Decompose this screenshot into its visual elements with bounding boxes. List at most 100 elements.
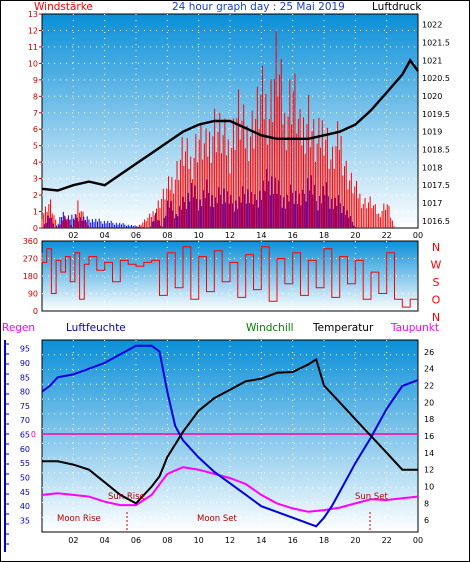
rain-scale-ticks	[5, 343, 9, 545]
wind-axis-label: Windstärke	[34, 1, 93, 13]
wind-x-tick-label: 16	[288, 231, 298, 240]
humidity-y-tick-label: 65	[20, 431, 30, 440]
legend-temperatur: Temperatur	[312, 322, 374, 334]
humidity-x-tick-label: 18	[319, 536, 329, 545]
pressure-y-tick-label: 1018.5	[422, 146, 450, 155]
humidity-temperature-panel: 0 Moon Rise Moon Set Sun Rise Sun Set 35…	[20, 339, 434, 545]
temperature-y-tick-label: 22	[424, 381, 434, 390]
temperature-line	[42, 357, 418, 505]
pressure-axis-label: Luftdruck	[372, 1, 422, 13]
wind-direction-y-axis: 0 90 180 270 360	[23, 237, 38, 316]
moon-rise-label: Moon Rise	[57, 514, 101, 524]
dewpoint-line	[41, 466, 419, 513]
pressure-y-tick-label: 1017.5	[422, 181, 450, 190]
humidity-y-tick-label: 35	[20, 517, 30, 526]
humidity-temperature-grid	[42, 340, 418, 532]
wind-y-tick-label: 6	[33, 125, 38, 134]
humidity-y-tick-label: 70	[20, 416, 30, 425]
pressure-y-tick-label: 1020.5	[422, 74, 450, 83]
humidity-y-tick-label: 85	[20, 373, 30, 382]
humidity-x-tick-label: 22	[382, 536, 392, 545]
temperature-y-tick-label: 10	[424, 483, 434, 492]
wind-x-tick-label: 06	[131, 231, 141, 240]
direction-y-tick-label: 90	[28, 290, 38, 299]
compass-label: O	[432, 294, 441, 307]
humidity-y-tick-label: 75	[20, 402, 30, 411]
moon-set-label: Moon Set	[197, 514, 237, 524]
direction-y-tick-label: 0	[33, 307, 38, 316]
humidity-x-tick-label: 14	[256, 536, 266, 545]
wind-y-tick-label: 0	[33, 224, 38, 233]
direction-y-tick-label: 360	[23, 237, 38, 246]
gust-bars	[44, 169, 357, 228]
temperature-y-tick-label: 8	[424, 499, 429, 508]
wind-x-axis: 02 04 06 08 10 12 14 16 18 20 22 00	[68, 231, 423, 240]
wind-y-tick-label: 1	[33, 208, 38, 217]
temperature-y-axis: 6 8 10 12 14 16 18 20 22 24 26	[424, 348, 434, 525]
pressure-y-axis: 1016.5 1017 1017.5 1018 1018.5 1019 1019.5 1020…	[422, 21, 450, 226]
wind-y-tick-label: 11	[28, 43, 38, 52]
humidity-x-tick-label: 16	[288, 536, 298, 545]
legend-luftfeuchte: Luftfeuchte	[66, 322, 126, 334]
temperature-y-tick-label: 18	[424, 415, 434, 424]
wind-x-tick-label: 14	[256, 231, 266, 240]
legend-taupunkt: Taupunkt	[390, 322, 439, 334]
pressure-y-tick-label: 1022	[422, 21, 442, 30]
humidity-x-axis: 02 04 06 08 10 12 14 16 18 20 22 00	[68, 536, 423, 545]
pressure-y-tick-label: 1019.5	[422, 110, 450, 119]
wind-x-tick-label: 20	[350, 231, 360, 240]
humidity-x-tick-label: 08	[162, 536, 172, 545]
pressure-y-tick-label: 1019	[422, 128, 442, 137]
wind-y-tick-label: 2	[33, 191, 38, 200]
direction-y-tick-label: 270	[23, 255, 38, 264]
temperature-y-tick-label: 12	[424, 466, 434, 475]
pressure-y-tick-label: 1020	[422, 92, 442, 101]
compass-label: S	[433, 276, 440, 289]
wind-y-tick-label: 10	[28, 59, 38, 68]
compass-label: N	[432, 311, 440, 324]
temperature-y-tick-label: 26	[424, 348, 434, 357]
wind-x-tick-label: 22	[382, 231, 392, 240]
humidity-line	[41, 344, 419, 528]
temperature-y-tick-label: 14	[424, 449, 434, 458]
wind-y-tick-label: 8	[33, 92, 38, 101]
pressure-y-tick-label: 1016.5	[422, 217, 450, 226]
humidity-x-tick-label: 00	[413, 536, 423, 545]
humidity-x-tick-label: 02	[68, 536, 78, 545]
pressure-y-tick-label: 1021	[422, 56, 442, 65]
humidity-x-tick-label: 04	[100, 536, 110, 545]
compass-label: W	[431, 259, 442, 272]
wind-x-tick-label: 04	[100, 231, 110, 240]
wind-direction-line	[41, 246, 418, 308]
wind-x-tick-label: 02	[68, 231, 78, 240]
humidity-x-tick-label: 10	[194, 536, 204, 545]
pressure-line	[41, 58, 419, 192]
humidity-x-tick-label: 12	[225, 536, 235, 545]
wind-x-tick-label: 08	[162, 231, 172, 240]
legend-windchill: Windchill	[246, 322, 294, 334]
legend-regen: Regen	[2, 322, 35, 334]
humidity-x-tick-label: 20	[350, 536, 360, 545]
wind-y-tick-label: 5	[33, 142, 38, 151]
humidity-y-tick-label: 55	[20, 459, 30, 468]
wind-x-tick-label: 18	[319, 231, 329, 240]
humidity-y-axis: 35 40 45 50 55 60 65 70 75 80 85 90 95	[20, 345, 30, 526]
temperature-y-tick-label: 6	[424, 516, 429, 525]
humidity-y-tick-label: 50	[20, 474, 30, 483]
wind-bars	[41, 30, 395, 228]
wind-x-tick-label: 00	[413, 231, 423, 240]
humidity-y-tick-label: 60	[20, 445, 30, 454]
wind-y-tick-label: 3	[33, 175, 38, 184]
humidity-y-tick-label: 95	[20, 345, 30, 354]
wind-y-tick-label: 4	[33, 158, 38, 167]
temperature-y-tick-label: 16	[424, 432, 434, 441]
chart-title: 24 hour graph day : 25 Mai 2019	[172, 1, 345, 13]
humidity-y-tick-label: 45	[20, 488, 30, 497]
wind-y-tick-label: 12	[28, 26, 38, 35]
pressure-y-tick-label: 1018	[422, 163, 442, 172]
sun-rise-label: Sun Rise	[108, 492, 145, 502]
